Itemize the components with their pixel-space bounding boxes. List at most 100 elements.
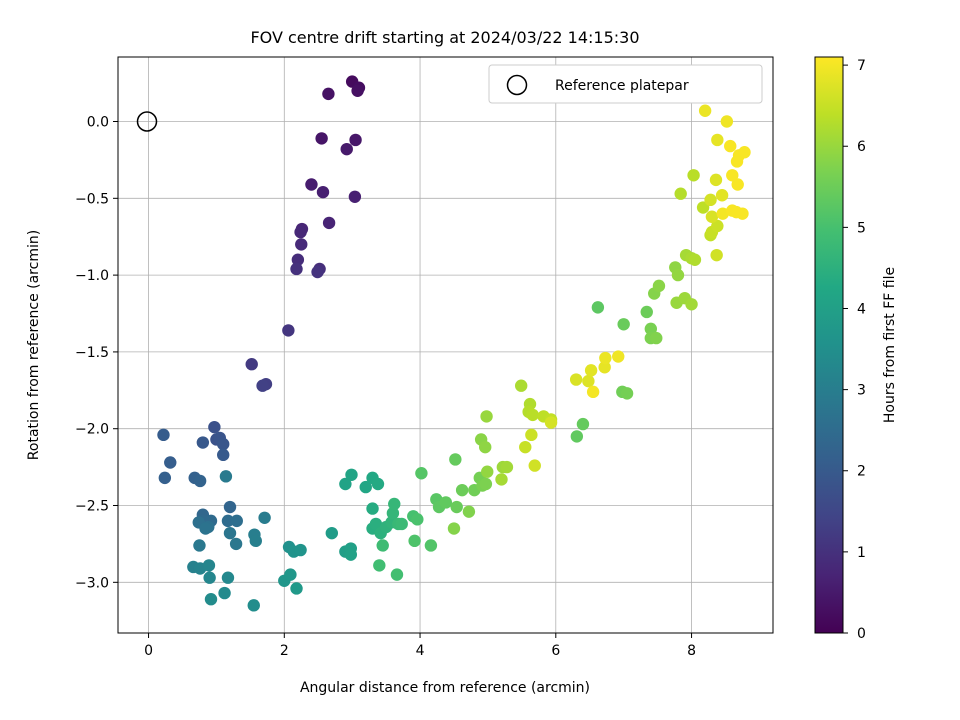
gridlines (118, 57, 773, 633)
data-point (696, 201, 710, 214)
data-point (249, 534, 262, 548)
data-point (203, 571, 216, 584)
data-point (322, 87, 335, 101)
colorbar-tick-label: 0 (857, 626, 866, 642)
plot-frame (117, 56, 774, 634)
x-tick-label: 8 (687, 643, 696, 659)
colorbar-frame (814, 56, 844, 634)
x-tick-label: 0 (144, 643, 153, 659)
data-point (698, 104, 712, 117)
data-point (291, 253, 305, 266)
colorbar-tick-label: 6 (857, 139, 866, 155)
colorbar-ticks: 0 1 2 3 4 5 6 7 (843, 58, 866, 642)
data-point (325, 526, 339, 540)
data-point (688, 253, 702, 266)
data-point (449, 453, 462, 466)
data-point (223, 526, 237, 540)
y-tick-label: −3.0 (75, 575, 109, 591)
data-point (724, 139, 737, 153)
data-point (591, 301, 605, 314)
data-point (229, 537, 243, 551)
data-point (731, 178, 744, 191)
data-point (256, 379, 269, 392)
data-point (219, 470, 233, 483)
data-point (715, 189, 729, 202)
data-point (217, 448, 230, 462)
legend-marker (506, 74, 528, 96)
data-point (245, 358, 258, 371)
colorbar-tick-label: 1 (857, 545, 866, 561)
data-point (586, 385, 600, 399)
data-point (455, 483, 469, 497)
data-point (738, 146, 751, 159)
data-point (221, 514, 235, 528)
data-point (345, 468, 358, 481)
data-point (652, 279, 666, 293)
colorbar-tick-label: 4 (857, 301, 866, 317)
data-point (495, 473, 508, 486)
data-point (258, 511, 271, 524)
data-point (671, 268, 685, 282)
data-point (202, 559, 216, 572)
data-point (388, 497, 401, 511)
data-point (720, 115, 734, 128)
data-point (525, 428, 538, 442)
x-tick-label: 6 (551, 643, 560, 659)
colorbar: 0 1 2 3 4 5 6 7 Hours from first FF file (814, 56, 898, 642)
legend-box (488, 64, 763, 104)
data-point (447, 522, 461, 535)
data-point (598, 361, 611, 374)
data-point (371, 477, 385, 491)
data-point (366, 502, 379, 515)
data-point (199, 522, 212, 535)
x-tick-label: 2 (280, 643, 289, 659)
data-point (411, 513, 424, 526)
data-point (526, 408, 539, 422)
data-point (349, 133, 362, 147)
data-point (736, 207, 749, 220)
data-point (479, 440, 492, 454)
data-point (620, 387, 634, 400)
colorbar-tick-label: 2 (857, 464, 866, 480)
data-point (359, 480, 372, 494)
data-point (711, 133, 724, 147)
data-point (439, 496, 453, 509)
data-point (576, 417, 590, 431)
data-point (386, 506, 400, 520)
legend: Reference platepar (488, 64, 763, 104)
data-point (711, 219, 724, 233)
data-point (218, 586, 231, 600)
data-point (196, 436, 210, 449)
colorbar-tick-label: 5 (857, 220, 866, 236)
data-point (710, 248, 723, 262)
data-point (295, 238, 308, 251)
data-point (644, 322, 658, 336)
y-tick-label: −2.5 (75, 499, 109, 515)
colorbar-tick-label: 7 (857, 58, 866, 74)
data-point (582, 374, 595, 388)
data-point (685, 298, 698, 311)
data-point (204, 593, 218, 606)
data-point (479, 477, 493, 491)
legend-label: Reference platepar (555, 78, 689, 94)
data-point (282, 324, 295, 337)
data-point (687, 169, 700, 182)
data-point (373, 559, 386, 572)
x-axis-ticks: 0 2 4 6 8 (144, 633, 696, 659)
data-point (519, 440, 532, 454)
data-point (599, 351, 612, 365)
data-point (157, 428, 170, 442)
data-point (217, 437, 230, 451)
data-point (208, 420, 221, 434)
data-point (290, 262, 303, 276)
data-point (650, 331, 663, 345)
chart-title: FOV centre drift starting at 2024/03/22 … (250, 28, 639, 47)
data-point (294, 225, 307, 239)
data-point (528, 459, 541, 472)
data-point (247, 599, 260, 612)
data-point (716, 207, 729, 220)
reference-marker (136, 111, 158, 132)
data-point (290, 582, 303, 595)
y-tick-label: −2.0 (75, 422, 109, 438)
